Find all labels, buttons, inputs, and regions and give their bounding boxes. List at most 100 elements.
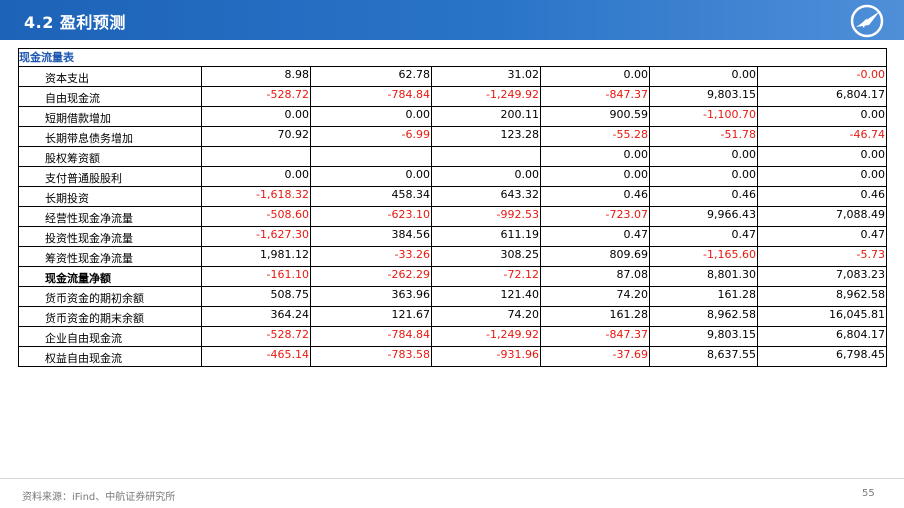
table-cell: 508.75	[201, 286, 311, 307]
table-row: 短期借款增加 0.00 0.00 200.11 900.59 -1,100.70 0.00	[18, 106, 888, 127]
table-caption-row: 现金流量表	[17, 48, 888, 67]
table-cell: 0.46	[540, 186, 650, 207]
table-cell: -783.58	[310, 346, 432, 367]
company-logo-icon	[850, 4, 884, 38]
table-cell: 458.34	[310, 186, 432, 207]
table-row: 货币资金的期初余额 508.75 363.96 121.40 74.20 161.28 8,…	[18, 286, 888, 307]
table-cell: 0.00	[649, 66, 758, 87]
row-label: 短期借款增加	[18, 106, 202, 127]
table-cell: 809.69	[540, 246, 650, 267]
table-row: 自由现金流 -528.72 -784.84 -1,249.92 -847.37 9,803…	[18, 86, 888, 107]
table-cell: -55.28	[540, 126, 650, 147]
table-cell: 0.46	[649, 186, 758, 207]
table-cell: -46.74	[756, 126, 888, 147]
table-cell: 1,981.12	[201, 246, 311, 267]
table-cell: 0.00	[756, 166, 888, 187]
table-cell: 6,798.45	[756, 346, 888, 367]
table-cell: 0.00	[201, 166, 311, 187]
table-cell	[201, 146, 311, 167]
table-cell: -784.84	[310, 86, 432, 107]
table-cell: 308.25	[431, 246, 541, 267]
table-cell: -1,249.92	[431, 326, 541, 347]
table-row: 筹资性现金净流量 1,981.12 -33.26 308.25 809.69 -1,165…	[18, 246, 888, 267]
row-label: 投资性现金净流量	[18, 226, 202, 247]
table-cell: -33.26	[310, 246, 432, 267]
table-cell: 200.11	[431, 106, 541, 127]
table-cell: 0.00	[649, 166, 758, 187]
table-cell: 74.20	[540, 286, 650, 307]
table-cell: 0.47	[756, 226, 888, 247]
table-cell: -1,627.30	[201, 226, 311, 247]
row-label: 长期带息债务增加	[18, 126, 202, 147]
table-cell: -528.72	[201, 326, 311, 347]
table-cell: -992.53	[431, 206, 541, 227]
table-cell: 16,045.81	[756, 306, 888, 327]
table-cell: 121.40	[431, 286, 541, 307]
table-cell: 0.47	[540, 226, 650, 247]
table-cell: -6.99	[310, 126, 432, 147]
table-cell: 6,804.17	[756, 326, 888, 347]
table-cell: 8,962.58	[756, 286, 888, 307]
table-cell: 9,803.15	[649, 86, 758, 107]
table-cell: 0.47	[649, 226, 758, 247]
table-cell: 0.00	[649, 146, 758, 167]
table-cell: 9,966.43	[649, 206, 758, 227]
table-cell: 900.59	[540, 106, 650, 127]
table-cell: -0.00	[756, 66, 888, 87]
page-title: 4.2 盈利预测	[24, 13, 126, 32]
table-cell: 31.02	[431, 66, 541, 87]
table-cell: 0.00	[756, 106, 888, 127]
table-cell: 0.00	[756, 146, 888, 167]
table-row: 投资性现金净流量 -1,627.30 384.56 611.19 0.47 0.47 0.4…	[18, 226, 888, 247]
row-label: 长期投资	[18, 186, 202, 207]
table-cell: 161.28	[649, 286, 758, 307]
table-cell: -5.73	[756, 246, 888, 267]
table-cell: 7,083.23	[756, 266, 888, 287]
table-cell: -784.84	[310, 326, 432, 347]
table-row: 现金流量净额 -161.10 -262.29 -72.12 87.08 8,801.30 7…	[18, 266, 888, 287]
table-cell: -1,100.70	[649, 106, 758, 127]
table-cell: -847.37	[540, 86, 650, 107]
table-row: 支付普通股股利 0.00 0.00 0.00 0.00 0.00 0.00	[18, 166, 888, 187]
table-cell: -72.12	[431, 266, 541, 287]
table-cell: 0.00	[540, 146, 650, 167]
table-cell: 8,637.55	[649, 346, 758, 367]
table-cell: 0.00	[201, 106, 311, 127]
table-cell: 9,803.15	[649, 326, 758, 347]
row-label: 经营性现金净流量	[18, 206, 202, 227]
row-label: 资本支出	[18, 66, 202, 87]
table-cell: 364.24	[201, 306, 311, 327]
table-cell: 0.00	[310, 106, 432, 127]
table-cell: 121.67	[310, 306, 432, 327]
table-cell: 161.28	[540, 306, 650, 327]
table-cell: 123.28	[431, 126, 541, 147]
row-label: 股权筹资额	[18, 146, 202, 167]
table-cell	[310, 146, 432, 167]
row-label: 筹资性现金净流量	[18, 246, 202, 267]
table-cell: -1,618.32	[201, 186, 311, 207]
source-note: 资料来源：iFind、中航证券研究所	[22, 492, 176, 503]
table-row: 企业自由现金流 -528.72 -784.84 -1,249.92 -847.37 9,8…	[18, 326, 888, 347]
table-cell: -262.29	[310, 266, 432, 287]
table-cell: -508.60	[201, 206, 311, 227]
table-cell: 0.00	[431, 166, 541, 187]
table-cell: 8,962.58	[649, 306, 758, 327]
row-label: 货币资金的期末余额	[18, 306, 202, 327]
table-cell: 70.92	[201, 126, 311, 147]
row-label: 货币资金的期初余额	[18, 286, 202, 307]
table-cell: 62.78	[310, 66, 432, 87]
page-number: 55	[862, 488, 875, 499]
row-label: 权益自由现金流	[18, 346, 202, 367]
row-label: 企业自由现金流	[18, 326, 202, 347]
table-cell: 611.19	[431, 226, 541, 247]
table-cell: -931.96	[431, 346, 541, 367]
table-cell: 8,801.30	[649, 266, 758, 287]
table-row: 长期带息债务增加 70.92 -6.99 123.28 -55.28 -51.78 -46.…	[18, 126, 888, 147]
table-cell: 6,804.17	[756, 86, 888, 107]
row-label: 现金流量净额	[18, 266, 202, 287]
table-cell: -465.14	[201, 346, 311, 367]
row-label: 自由现金流	[18, 86, 202, 107]
table-cell: -37.69	[540, 346, 650, 367]
table-cell: -161.10	[201, 266, 311, 287]
table-cell: 643.32	[431, 186, 541, 207]
